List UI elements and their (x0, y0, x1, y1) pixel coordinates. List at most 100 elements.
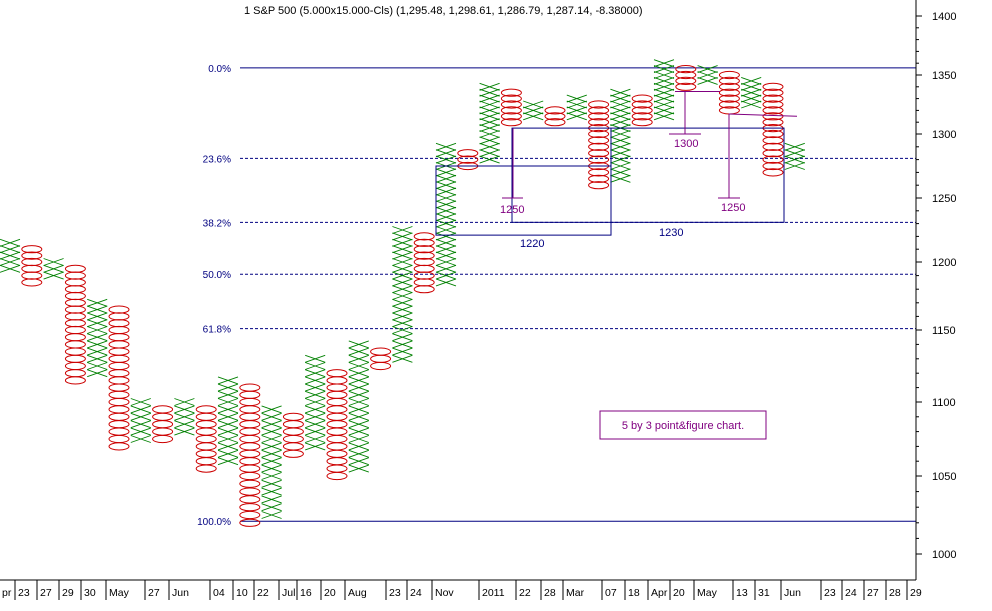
o-mark (108, 397, 130, 407)
o-mark (544, 106, 566, 115)
o-mark (239, 487, 261, 496)
x-mark (566, 100, 587, 109)
x-mark (348, 442, 369, 451)
x-mark (435, 251, 457, 260)
x-mark (653, 76, 675, 85)
o-mark (282, 449, 304, 458)
o-mark (762, 82, 784, 91)
x-mark (305, 383, 326, 392)
x-mark (261, 487, 282, 496)
x-mark (479, 106, 500, 115)
x-mark (305, 390, 326, 399)
x-mark (435, 271, 457, 280)
x-tick-label: 24 (845, 587, 857, 599)
o-mark (500, 106, 522, 115)
o-mark (762, 100, 784, 109)
x-mark (392, 278, 413, 287)
x-mark (348, 383, 369, 392)
o-mark (457, 149, 479, 158)
o-mark (108, 369, 130, 378)
x-mark (653, 71, 675, 79)
x-mark (435, 181, 457, 190)
o-mark (413, 251, 435, 260)
x-mark (348, 405, 369, 414)
o-mark (718, 100, 740, 109)
o-mark (675, 76, 697, 86)
o-mark (718, 76, 740, 86)
x-mark (217, 442, 239, 451)
x-mark (43, 264, 64, 273)
o-mark (588, 129, 610, 139)
x-mark (87, 369, 108, 378)
o-mark (195, 442, 217, 451)
o-mark (588, 168, 610, 177)
chart-title: 1 S&P 500 (5.000x15.000-Cls) (1,295.48, … (244, 5, 643, 17)
o-mark (631, 112, 653, 121)
fib-label: 0.0% (208, 64, 231, 75)
o-mark (762, 142, 784, 151)
o-mark (239, 427, 261, 436)
x-mark (261, 464, 282, 473)
o-mark (588, 100, 610, 109)
o-mark (500, 88, 522, 97)
o-mark (762, 161, 784, 171)
o-mark (239, 479, 261, 488)
x-tick-label: 13 (736, 587, 748, 599)
target-label: 1300 (674, 138, 698, 150)
x-mark (87, 354, 108, 363)
o-mark (64, 312, 86, 321)
x-mark (479, 142, 500, 151)
x-tick-label: 22 (257, 587, 269, 599)
x-mark (741, 76, 762, 85)
x-mark (87, 298, 108, 307)
x-mark (261, 472, 282, 480)
x-mark (392, 264, 413, 273)
x-mark (348, 435, 369, 443)
x-mark (217, 405, 239, 414)
o-mark (239, 434, 261, 444)
x-mark (0, 258, 21, 266)
fibonacci-levels: 0.0% 23.6% 38.2% 50.0% 61.8% 100.0% (197, 64, 916, 528)
o-mark (326, 369, 348, 378)
x-tick-label: 23 (18, 587, 30, 599)
o-mark (326, 464, 348, 473)
x-mark (392, 285, 413, 294)
o-mark (326, 471, 348, 481)
o-mark (675, 65, 697, 74)
o-mark (108, 420, 130, 429)
x-mark (435, 149, 457, 158)
o-mark (152, 434, 174, 444)
o-mark (500, 112, 522, 121)
x-mark (523, 112, 544, 121)
o-mark (239, 390, 261, 399)
x-mark (784, 155, 805, 164)
o-mark (108, 325, 130, 335)
x-mark (479, 100, 500, 109)
x-tick-label: Jun (784, 587, 801, 599)
axes: 1400 1350 1300 1250 1200 1150 1100 1050 1000 pr 23… (0, 0, 956, 600)
o-mark (413, 257, 435, 267)
o-mark (239, 495, 261, 504)
x-mark (479, 136, 500, 145)
o-mark (326, 442, 348, 451)
x-mark (435, 155, 457, 164)
x-mark (610, 136, 631, 145)
x-mark (261, 427, 282, 436)
o-mark (152, 412, 174, 421)
x-mark (435, 206, 457, 215)
o-mark (195, 449, 217, 458)
x-mark (305, 435, 326, 443)
x-mark (610, 149, 631, 158)
o-mark (21, 264, 43, 273)
x-tick-label: 18 (628, 587, 640, 599)
x-mark (130, 412, 151, 421)
x-mark (305, 369, 326, 378)
o-mark (64, 305, 86, 314)
x-mark (348, 376, 369, 385)
o-mark (762, 149, 784, 158)
o-mark (195, 427, 217, 436)
o-mark (64, 333, 86, 342)
o-mark (588, 181, 610, 190)
o-mark (239, 510, 261, 520)
o-mark (21, 245, 43, 254)
